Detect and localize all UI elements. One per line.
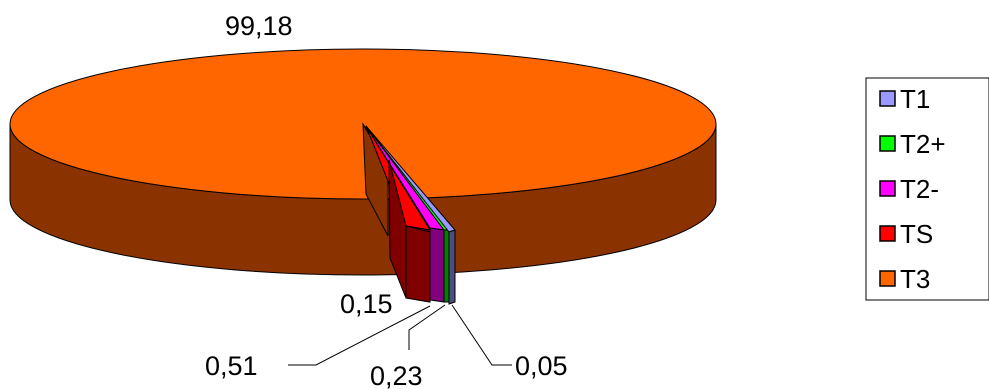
pie-plot-area	[9, 48, 717, 305]
slice-t1-side	[448, 229, 456, 305]
leader-line-t2-plus	[408, 304, 446, 350]
legend-label-ts: TS	[900, 219, 933, 249]
legend-label-t2-plus: T2+	[900, 129, 946, 159]
leader-line-t1	[451, 304, 512, 366]
data-labels: 0,05 0,23 0,15 0,51 99,18	[205, 11, 568, 390]
slice-ts-front-face	[405, 225, 431, 303]
legend: T1 T2+ T2- TS T3	[865, 77, 989, 301]
legend-swatch-t2-plus	[879, 135, 896, 152]
legend-label-t2-minus: T2-	[900, 174, 939, 204]
legend-swatch-t1	[879, 90, 896, 107]
data-label-t2-minus: 0,15	[340, 289, 393, 319]
data-label-t1: 0,05	[515, 351, 568, 381]
legend-label-t3: T3	[900, 264, 930, 294]
legend-swatch-t3	[879, 270, 896, 287]
slice-t2-minus-side	[429, 227, 445, 303]
slice-t2-plus-side	[443, 229, 450, 303]
legend-label-t1: T1	[900, 84, 930, 114]
data-label-t2-plus: 0,23	[370, 361, 423, 390]
leader-line-ts	[288, 305, 431, 366]
legend-swatch-ts	[879, 225, 896, 242]
legend-swatch-t2-minus	[879, 180, 896, 197]
data-label-ts: 0,51	[205, 351, 258, 381]
data-label-t3: 99,18	[225, 11, 293, 41]
